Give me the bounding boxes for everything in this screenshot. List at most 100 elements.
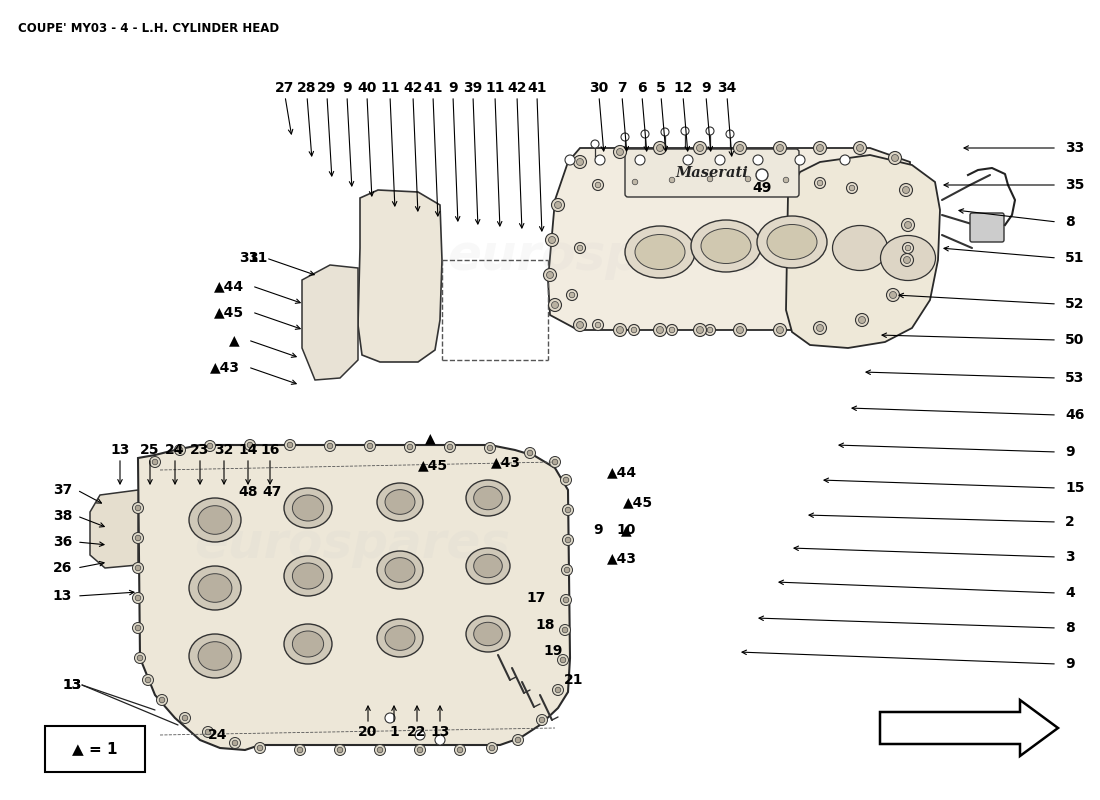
Circle shape: [338, 747, 343, 753]
Circle shape: [783, 178, 789, 182]
Text: 20: 20: [359, 725, 377, 739]
Text: 11: 11: [381, 81, 399, 95]
Circle shape: [135, 626, 141, 630]
Circle shape: [734, 323, 747, 337]
Text: 9: 9: [1065, 657, 1075, 671]
Circle shape: [669, 327, 674, 333]
Ellipse shape: [198, 642, 232, 670]
Circle shape: [576, 158, 583, 166]
Text: 26: 26: [53, 561, 72, 575]
Circle shape: [667, 174, 678, 186]
Ellipse shape: [474, 554, 503, 578]
Text: 18: 18: [536, 618, 554, 632]
Circle shape: [561, 565, 572, 575]
Text: 13: 13: [430, 725, 450, 739]
Text: 40: 40: [358, 81, 376, 95]
Circle shape: [132, 593, 143, 603]
Text: 34: 34: [717, 81, 737, 95]
Text: 10: 10: [616, 523, 636, 537]
Circle shape: [854, 142, 867, 154]
Text: ▲: ▲: [230, 333, 240, 347]
Circle shape: [558, 654, 569, 666]
Text: ▲ = 1: ▲ = 1: [73, 742, 118, 757]
Text: 8: 8: [1065, 621, 1075, 635]
Circle shape: [132, 622, 143, 634]
Circle shape: [756, 169, 768, 181]
Circle shape: [527, 450, 532, 456]
Text: 3: 3: [1065, 550, 1075, 564]
Ellipse shape: [284, 624, 332, 664]
Circle shape: [150, 457, 161, 467]
Text: 30: 30: [590, 81, 608, 95]
Circle shape: [549, 298, 561, 311]
Circle shape: [641, 130, 649, 138]
Circle shape: [546, 234, 559, 246]
Ellipse shape: [466, 616, 510, 652]
Text: ▲: ▲: [425, 431, 436, 445]
Polygon shape: [358, 190, 442, 362]
Text: 24: 24: [165, 443, 185, 457]
Circle shape: [593, 319, 604, 330]
Circle shape: [707, 176, 713, 182]
Circle shape: [205, 441, 216, 451]
Circle shape: [297, 747, 302, 753]
Circle shape: [891, 154, 899, 162]
Text: COUPE' MY03 - 4 - L.H. CYLINDER HEAD: COUPE' MY03 - 4 - L.H. CYLINDER HEAD: [18, 22, 279, 35]
Circle shape: [616, 326, 624, 334]
Circle shape: [847, 182, 858, 194]
Circle shape: [132, 502, 143, 514]
FancyBboxPatch shape: [45, 726, 145, 772]
Circle shape: [614, 323, 627, 337]
Circle shape: [334, 745, 345, 755]
Circle shape: [177, 447, 183, 453]
Circle shape: [374, 745, 385, 755]
Ellipse shape: [198, 506, 232, 534]
Text: 22: 22: [407, 725, 427, 739]
Circle shape: [152, 459, 157, 465]
Circle shape: [539, 717, 544, 723]
Polygon shape: [138, 445, 570, 750]
Text: 8: 8: [1065, 215, 1075, 229]
Circle shape: [573, 318, 586, 331]
Text: ▲43: ▲43: [491, 455, 521, 469]
Circle shape: [206, 730, 211, 734]
Circle shape: [569, 292, 575, 298]
Text: 9: 9: [1065, 445, 1075, 459]
Circle shape: [515, 738, 520, 742]
Text: 25: 25: [141, 443, 160, 457]
Circle shape: [840, 155, 850, 165]
Circle shape: [565, 507, 571, 513]
Circle shape: [904, 222, 912, 229]
Text: 19: 19: [543, 644, 563, 658]
Circle shape: [562, 534, 573, 546]
Circle shape: [564, 567, 570, 573]
Text: 21: 21: [564, 673, 584, 687]
Text: 50: 50: [1065, 333, 1085, 347]
Circle shape: [257, 746, 263, 750]
Text: 1: 1: [389, 725, 399, 739]
Text: ▲45: ▲45: [623, 495, 653, 509]
Ellipse shape: [385, 626, 415, 650]
Circle shape: [657, 326, 663, 334]
Text: 33: 33: [1065, 141, 1085, 155]
Circle shape: [856, 314, 869, 326]
Circle shape: [814, 178, 825, 189]
Text: 32: 32: [214, 443, 233, 457]
Circle shape: [537, 714, 548, 726]
Text: 23: 23: [190, 443, 210, 457]
Ellipse shape: [757, 216, 827, 268]
Circle shape: [742, 174, 754, 185]
Ellipse shape: [691, 220, 761, 272]
Circle shape: [550, 457, 561, 467]
Circle shape: [484, 442, 495, 454]
Circle shape: [565, 155, 575, 165]
Text: 9: 9: [701, 81, 711, 95]
Circle shape: [248, 442, 253, 448]
Circle shape: [707, 327, 713, 333]
Polygon shape: [786, 155, 940, 348]
Text: 42: 42: [507, 81, 527, 95]
Text: 16: 16: [261, 443, 279, 457]
Circle shape: [817, 180, 823, 186]
Circle shape: [145, 677, 151, 682]
Circle shape: [661, 128, 669, 136]
